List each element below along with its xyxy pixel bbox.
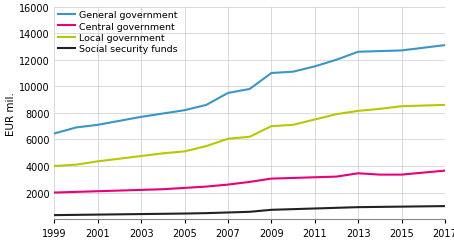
General government bbox=[420, 47, 426, 50]
General government bbox=[160, 113, 166, 116]
Local government bbox=[52, 165, 57, 168]
Social security funds bbox=[269, 208, 274, 211]
Line: Social security funds: Social security funds bbox=[54, 206, 445, 215]
Social security funds bbox=[138, 213, 144, 216]
Local government bbox=[334, 113, 339, 116]
Local government bbox=[420, 105, 426, 108]
General government bbox=[247, 88, 252, 91]
General government bbox=[74, 127, 79, 130]
Social security funds bbox=[399, 205, 404, 208]
Central government bbox=[312, 176, 317, 179]
General government bbox=[334, 59, 339, 62]
Central government bbox=[377, 173, 383, 176]
General government bbox=[95, 124, 101, 127]
Line: Local government: Local government bbox=[54, 105, 445, 166]
Local government bbox=[74, 164, 79, 167]
Central government bbox=[160, 188, 166, 191]
Social security funds bbox=[95, 213, 101, 216]
Y-axis label: EUR mil.: EUR mil. bbox=[6, 91, 16, 135]
Local government bbox=[377, 108, 383, 111]
Central government bbox=[291, 177, 296, 180]
Social security funds bbox=[74, 213, 79, 216]
Central government bbox=[95, 190, 101, 193]
Social security funds bbox=[117, 213, 122, 216]
Social security funds bbox=[291, 208, 296, 211]
Central government bbox=[225, 183, 231, 186]
General government bbox=[377, 50, 383, 53]
Local government bbox=[138, 155, 144, 158]
Social security funds bbox=[52, 214, 57, 217]
Central government bbox=[442, 169, 448, 172]
Local government bbox=[442, 104, 448, 107]
Social security funds bbox=[160, 212, 166, 215]
Social security funds bbox=[225, 211, 231, 214]
Legend: General government, Central government, Local government, Social security funds: General government, Central government, … bbox=[56, 9, 179, 56]
Social security funds bbox=[420, 205, 426, 208]
General government bbox=[203, 104, 209, 107]
Local government bbox=[247, 136, 252, 139]
Social security funds bbox=[334, 206, 339, 209]
Social security funds bbox=[377, 206, 383, 209]
Central government bbox=[203, 185, 209, 188]
Local government bbox=[203, 145, 209, 148]
Local government bbox=[160, 152, 166, 155]
Central government bbox=[399, 173, 404, 176]
Line: General government: General government bbox=[54, 46, 445, 134]
General government bbox=[312, 66, 317, 69]
General government bbox=[225, 92, 231, 95]
Central government bbox=[52, 191, 57, 194]
Local government bbox=[269, 125, 274, 128]
General government bbox=[138, 116, 144, 119]
Central government bbox=[420, 171, 426, 174]
General government bbox=[269, 72, 274, 75]
General government bbox=[442, 44, 448, 47]
General government bbox=[291, 71, 296, 74]
Central government bbox=[269, 177, 274, 180]
Local government bbox=[95, 160, 101, 163]
Central government bbox=[74, 191, 79, 194]
General government bbox=[182, 109, 188, 112]
General government bbox=[117, 120, 122, 123]
Line: Central government: Central government bbox=[54, 171, 445, 193]
Social security funds bbox=[312, 207, 317, 210]
Central government bbox=[182, 187, 188, 190]
Central government bbox=[334, 175, 339, 178]
Central government bbox=[117, 189, 122, 192]
Social security funds bbox=[355, 206, 361, 209]
Local government bbox=[117, 158, 122, 161]
General government bbox=[355, 51, 361, 54]
General government bbox=[52, 132, 57, 135]
Social security funds bbox=[203, 212, 209, 215]
Local government bbox=[225, 138, 231, 141]
Social security funds bbox=[442, 205, 448, 208]
Central government bbox=[355, 172, 361, 175]
Central government bbox=[247, 181, 252, 184]
Local government bbox=[312, 118, 317, 121]
Local government bbox=[182, 150, 188, 153]
Local government bbox=[355, 110, 361, 113]
Social security funds bbox=[247, 210, 252, 213]
Local government bbox=[291, 124, 296, 127]
Social security funds bbox=[182, 212, 188, 215]
Central government bbox=[138, 188, 144, 192]
Local government bbox=[399, 105, 404, 108]
General government bbox=[399, 50, 404, 53]
